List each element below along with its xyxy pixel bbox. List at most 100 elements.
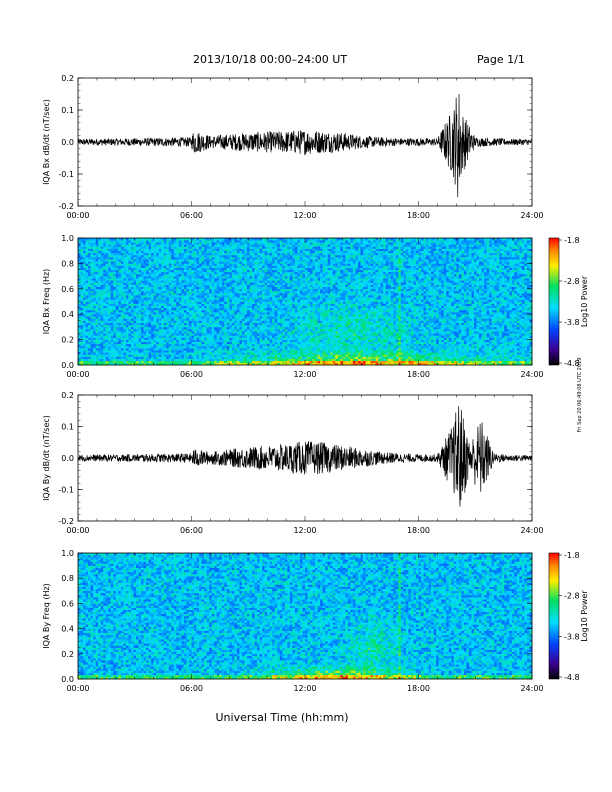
spectrogram-cell — [216, 335, 220, 338]
spectrogram-cell — [204, 352, 207, 355]
spectrogram-cell — [95, 240, 99, 243]
spectrogram-cell — [241, 295, 245, 298]
spectrogram-cell — [128, 288, 132, 292]
spectrogram-cell — [125, 269, 129, 273]
spectrogram-cell — [171, 348, 175, 351]
spectrogram-cell — [257, 339, 260, 343]
spectrogram-cell — [221, 267, 225, 271]
spectrogram-cell — [282, 348, 286, 351]
spectrogram-cell — [93, 280, 96, 283]
spectrogram-cell — [158, 246, 162, 249]
spectrogram-cell — [211, 326, 215, 330]
spectrogram-cell — [118, 362, 122, 366]
spectrogram-cell — [78, 362, 81, 366]
spectrogram-cell — [211, 252, 215, 256]
spectrogram-cell — [224, 265, 228, 268]
spectrogram-cell — [206, 307, 210, 311]
spectrogram-cell — [188, 320, 192, 323]
spectrogram-cell — [236, 295, 240, 298]
spectrogram-cell — [241, 360, 245, 364]
spectrogram-cell — [95, 305, 99, 309]
spectrogram-cell — [93, 326, 96, 330]
spectrogram-cell — [277, 242, 281, 245]
spectrogram-cell — [168, 250, 172, 254]
spectrogram-cell — [262, 257, 265, 260]
spectrogram-cell — [143, 282, 147, 285]
spectrogram-cell — [83, 269, 86, 273]
spectrogram-cell — [143, 345, 147, 349]
spectrogram-cell — [246, 278, 250, 281]
spectrogram-cell — [176, 238, 180, 241]
spectrogram-cell — [171, 305, 175, 309]
spectrogram-cell — [277, 261, 281, 264]
spectrogram-cell — [209, 309, 212, 313]
spectrogram-cell — [191, 297, 195, 300]
spectrogram-cell — [128, 293, 132, 296]
spectrogram-cell — [166, 320, 170, 323]
spectrogram-cell — [183, 337, 187, 340]
spectrogram-cell — [166, 352, 170, 355]
spectrogram-cell — [236, 254, 240, 258]
spectrogram-cell — [191, 246, 195, 249]
spectrogram-cell — [113, 318, 117, 321]
spectrogram-cell — [279, 288, 283, 292]
spectrogram-cell — [224, 286, 228, 290]
spectrogram-cell — [128, 259, 132, 262]
spectrogram-cell — [234, 337, 238, 340]
spectrogram-cell — [173, 314, 177, 317]
spectrogram-cell — [269, 297, 273, 300]
spectrogram-cell — [206, 280, 210, 283]
spectrogram-cell — [257, 295, 260, 298]
spectrogram-cell — [110, 269, 114, 273]
spectrogram-cell — [98, 318, 101, 321]
spectrogram-cell — [201, 360, 205, 364]
spectrogram-cell — [78, 305, 81, 309]
spectrogram-cell — [267, 259, 270, 262]
spectrogram-cell — [201, 303, 205, 307]
spectrogram-cell — [83, 263, 86, 266]
spectrogram-cell — [103, 352, 107, 355]
spectrogram-cell — [168, 254, 172, 258]
spectrogram-cell — [171, 282, 175, 285]
spectrogram-cell — [161, 261, 165, 264]
spectrogram-cell — [178, 362, 182, 366]
spectrogram-cell — [120, 269, 124, 273]
spectrogram-cell — [269, 254, 273, 258]
spectrogram-cell — [264, 248, 268, 251]
spectrogram-cell — [246, 309, 250, 313]
spectrogram-cell — [146, 244, 149, 247]
spectrogram-cell — [88, 335, 91, 338]
spectrogram-cell — [229, 259, 233, 262]
spectrogram-cell — [183, 267, 187, 271]
spectrogram-cell — [136, 312, 139, 315]
spectrogram-cell — [267, 360, 270, 364]
spectrogram-cell — [120, 267, 124, 271]
spectrogram-cell — [90, 293, 94, 296]
spectrogram-cell — [267, 350, 270, 353]
spectrogram-cell — [88, 250, 91, 254]
spectrogram-cell — [239, 263, 243, 266]
spectrogram-cell — [78, 345, 81, 349]
spectrogram-cell — [181, 348, 185, 351]
spectrogram-cell — [264, 259, 268, 262]
spectrogram-cell — [226, 261, 230, 264]
spectrogram-cell — [148, 254, 152, 258]
spectrogram-cell — [130, 335, 134, 338]
spectrogram-cell — [110, 314, 114, 317]
spectrogram-cell — [194, 343, 197, 347]
spectrogram-cell — [80, 354, 84, 357]
spectrogram-cell — [90, 303, 94, 307]
spectrogram-cell — [241, 252, 245, 256]
spectrogram-cell — [90, 261, 94, 264]
spectrogram-cell — [246, 259, 250, 262]
spectrogram-cell — [257, 309, 260, 313]
spectrogram-cell — [201, 282, 205, 285]
spectrogram-cell — [231, 329, 235, 332]
spectrogram-cell — [199, 358, 202, 362]
spectrogram-cell — [158, 354, 162, 357]
spectrogram-cell — [229, 320, 233, 323]
spectrogram-cell — [239, 324, 243, 328]
spectrogram-cell — [181, 240, 185, 243]
spectrogram-cell — [103, 345, 107, 349]
spectrogram-cell — [146, 254, 149, 258]
